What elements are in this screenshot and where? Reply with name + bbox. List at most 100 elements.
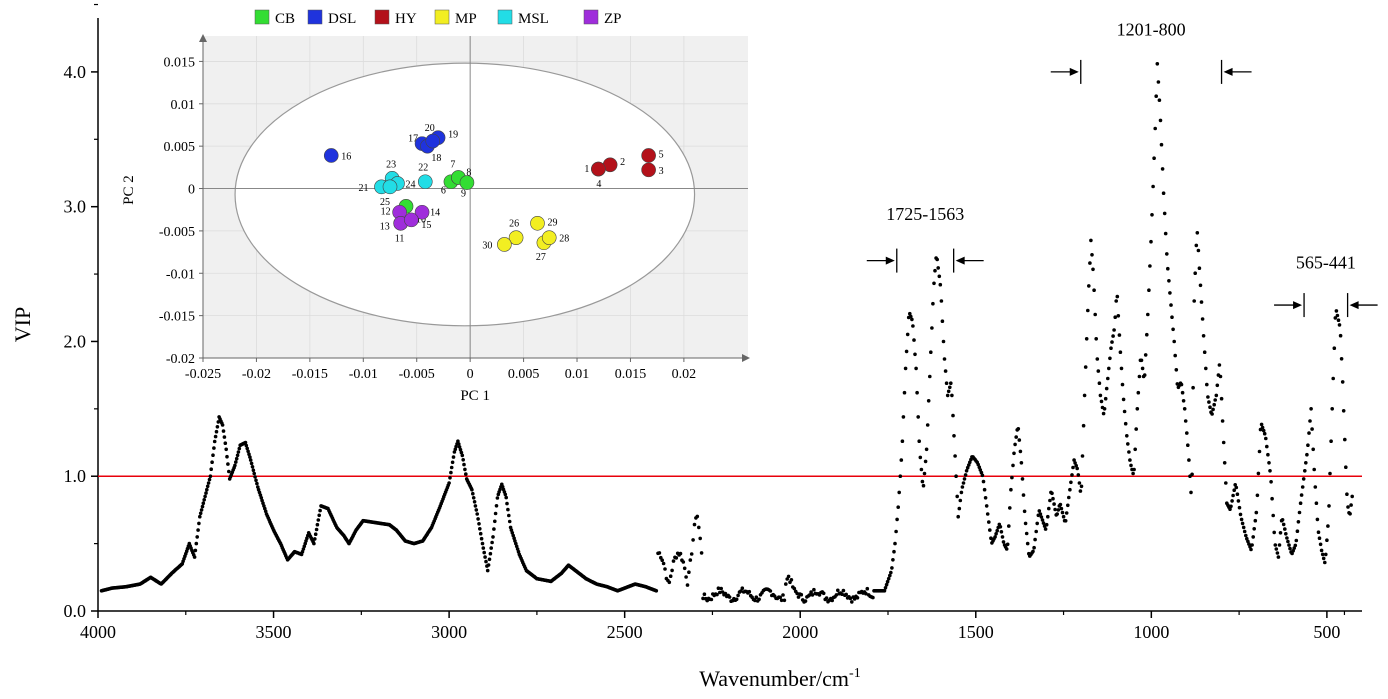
score-point-label: 12 <box>381 206 391 217</box>
vip-dot <box>799 592 804 597</box>
vip-dot <box>939 299 944 303</box>
vip-dot <box>463 467 467 472</box>
vip-dot <box>1123 421 1128 426</box>
inset-y-tick-label: 0 <box>188 183 195 198</box>
vip-dot <box>1212 402 1216 407</box>
vip-dot <box>1220 419 1225 423</box>
vip-dot <box>1208 405 1212 410</box>
vip-dot <box>1249 547 1253 552</box>
vip-dot <box>660 558 664 562</box>
vip-dot <box>492 527 496 531</box>
vip-dot <box>963 473 968 477</box>
vip-dot <box>932 281 936 286</box>
vip-dot <box>198 514 202 519</box>
vip-dot <box>213 434 218 439</box>
vip-dot <box>961 481 966 485</box>
vip-dot <box>897 490 901 495</box>
vip-dot <box>670 568 674 573</box>
vip-dot <box>695 514 700 519</box>
vip-dot <box>1131 471 1135 476</box>
vip-dot <box>1052 502 1056 506</box>
vip-dot <box>933 268 937 273</box>
vip-dot <box>1283 527 1287 531</box>
vip-dot <box>212 446 216 450</box>
vip-dot <box>768 589 773 593</box>
vip-dot <box>956 514 960 519</box>
vip-dot <box>914 366 918 371</box>
vip-dot <box>253 475 257 479</box>
vip-dot <box>976 462 980 467</box>
vip-dot <box>1081 423 1086 428</box>
vip-dot <box>958 498 963 503</box>
vip-dot <box>1260 425 1265 430</box>
vip-dot <box>1344 465 1348 470</box>
vip-dot <box>249 461 254 466</box>
vip-dot <box>259 496 264 500</box>
vip-dot <box>803 599 808 603</box>
vip-dot <box>1301 477 1306 481</box>
vip-dot <box>1125 434 1129 438</box>
vip-dot <box>199 508 204 512</box>
score-point <box>459 175 475 190</box>
vip-dot <box>1324 552 1328 557</box>
inset-x-axis-title: PC 1 <box>460 388 490 404</box>
vip-dot <box>1059 506 1064 511</box>
vip-dot <box>883 586 888 590</box>
vip-dot <box>1198 283 1203 288</box>
vip-dot <box>313 532 318 536</box>
vip-dot <box>473 504 478 508</box>
vip-dot <box>998 525 1003 529</box>
vip-dot <box>1194 243 1199 248</box>
inset-points: 1234567891011121314151617181920212223242… <box>323 123 664 263</box>
vip-dot <box>1229 504 1233 509</box>
vip-dot <box>1309 407 1313 411</box>
vip-dot <box>1110 340 1114 344</box>
vip-dot <box>1083 365 1088 369</box>
vip-dot <box>848 596 853 601</box>
vip-dot <box>1060 510 1065 515</box>
vip-dot <box>1022 509 1027 514</box>
vip-dot <box>313 537 317 541</box>
vip-dot <box>451 455 456 459</box>
vip-dot <box>1012 451 1016 456</box>
inset-y-tick-label: 0.005 <box>164 140 196 155</box>
vip-dot <box>1285 536 1289 540</box>
vip-dot <box>1272 530 1276 535</box>
vip-dot <box>491 535 495 539</box>
vip-dot <box>1162 211 1167 216</box>
vip-dot <box>317 513 322 518</box>
vip-dot <box>458 447 463 452</box>
x-axis-title: Wavenumber/cm-1 <box>699 666 860 691</box>
vip-dot <box>1037 509 1042 513</box>
x-tick-label: 3000 <box>431 622 467 642</box>
vip-dot <box>1246 539 1250 544</box>
vip-dot <box>1044 522 1049 527</box>
vip-dot <box>1199 300 1204 304</box>
vip-dot <box>1186 443 1190 448</box>
vip-dot <box>718 590 722 595</box>
vip-dot <box>1033 537 1037 542</box>
vip-dot <box>1259 422 1264 427</box>
vip-dot <box>661 561 666 566</box>
vip-dot <box>754 595 759 599</box>
vip-dot <box>448 476 452 480</box>
vip-dot <box>922 471 927 476</box>
vip-dot <box>1245 536 1249 541</box>
vip-dot <box>715 592 719 597</box>
vip-dot <box>1304 461 1308 465</box>
score-point-label: 14 <box>430 207 440 218</box>
vip-dot <box>1213 398 1217 402</box>
vip-dot <box>1333 316 1338 320</box>
vip-dot <box>727 595 732 599</box>
vip-dot <box>1210 412 1214 416</box>
vip-dot <box>1264 436 1268 441</box>
vip-dot <box>196 528 200 532</box>
vip-dot <box>841 588 846 593</box>
vip-dot <box>812 587 816 592</box>
vip-dot <box>1179 382 1184 387</box>
vip-dot <box>1111 334 1115 338</box>
vip-dot <box>671 559 676 563</box>
vip-dot <box>260 498 264 503</box>
vip-dot <box>193 548 198 553</box>
score-point <box>641 162 656 178</box>
